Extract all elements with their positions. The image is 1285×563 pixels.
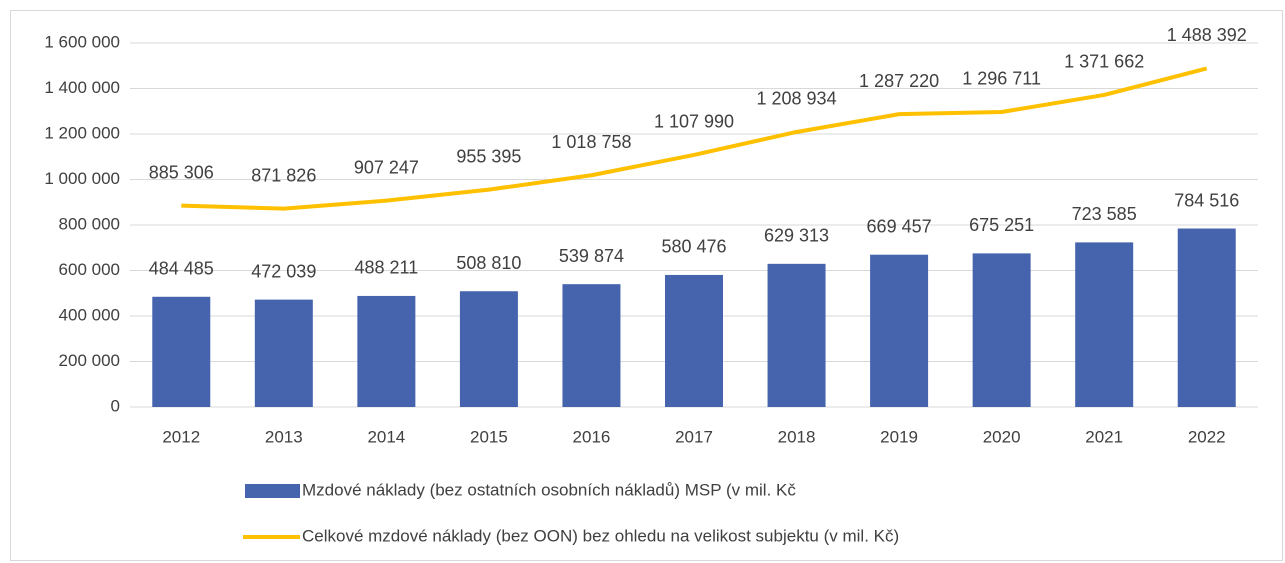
- bar: [972, 253, 1031, 407]
- x-tick-label: 2017: [675, 427, 713, 446]
- bar: [665, 274, 723, 407]
- data-label: 675 251: [969, 215, 1034, 235]
- y-tick-label: 200 000: [59, 351, 120, 370]
- x-tick-label: 2018: [778, 427, 816, 446]
- bar: [459, 291, 518, 407]
- y-tick-label: 1 200 000: [44, 123, 120, 142]
- x-tick-label: 2016: [573, 427, 611, 446]
- y-tick-label: 800 000: [59, 214, 120, 233]
- data-label: 1 208 934: [757, 89, 837, 109]
- bar: [562, 284, 621, 407]
- x-tick-label: 2020: [983, 427, 1021, 446]
- bar: [870, 254, 929, 407]
- data-label: 723 585: [1072, 204, 1137, 224]
- data-label: 1 018 758: [551, 132, 631, 152]
- y-tick-label: 1 000 000: [44, 169, 120, 188]
- data-label: 784 516: [1174, 190, 1239, 210]
- x-tick-label: 2021: [1085, 427, 1123, 446]
- bar: [1075, 242, 1134, 407]
- bar: [152, 296, 211, 407]
- data-label: 488 211: [354, 258, 418, 278]
- y-tick-label: 600 000: [59, 260, 120, 279]
- data-label: 1 488 392: [1167, 25, 1247, 45]
- data-label: 539 874: [559, 246, 624, 266]
- bar: [1177, 228, 1236, 407]
- bar: [254, 299, 313, 407]
- x-tick-label: 2012: [162, 427, 200, 446]
- data-label: 885 306: [149, 162, 214, 182]
- data-label: 580 476: [661, 237, 726, 257]
- x-tick-label: 2022: [1188, 427, 1226, 446]
- y-tick-label: 0: [111, 396, 120, 415]
- bar: [767, 263, 826, 407]
- y-tick-label: 1 400 000: [44, 78, 120, 97]
- data-label: 669 457: [867, 216, 932, 236]
- x-tick-label: 2013: [265, 427, 303, 446]
- x-tick-label: 2014: [367, 427, 405, 446]
- data-label: 484 485: [149, 259, 214, 279]
- data-label: 508 810: [456, 253, 521, 273]
- bar: [357, 295, 416, 407]
- line: [181, 66, 1208, 211]
- legend-label: Mzdové náklady (bez ostatních osobních n…: [302, 480, 796, 499]
- legend-swatch: [245, 484, 300, 498]
- legend-label: Celkové mzdové náklady (bez OON) bez ohl…: [302, 526, 899, 545]
- data-label: 1 107 990: [654, 112, 734, 132]
- y-tick-label: 400 000: [59, 305, 120, 324]
- data-label: 472 039: [251, 261, 316, 281]
- data-label: 871 826: [251, 165, 316, 185]
- x-tick-label: 2015: [470, 427, 508, 446]
- x-tick-label: 2019: [880, 427, 918, 446]
- data-label: 1 371 662: [1064, 52, 1144, 72]
- data-label: 629 313: [764, 226, 829, 246]
- data-label: 955 395: [456, 146, 521, 166]
- y-tick-label: 1 600 000: [44, 32, 120, 51]
- data-label: 907 247: [354, 157, 419, 177]
- data-label: 1 296 711: [962, 69, 1041, 89]
- data-label: 1 287 220: [859, 71, 939, 91]
